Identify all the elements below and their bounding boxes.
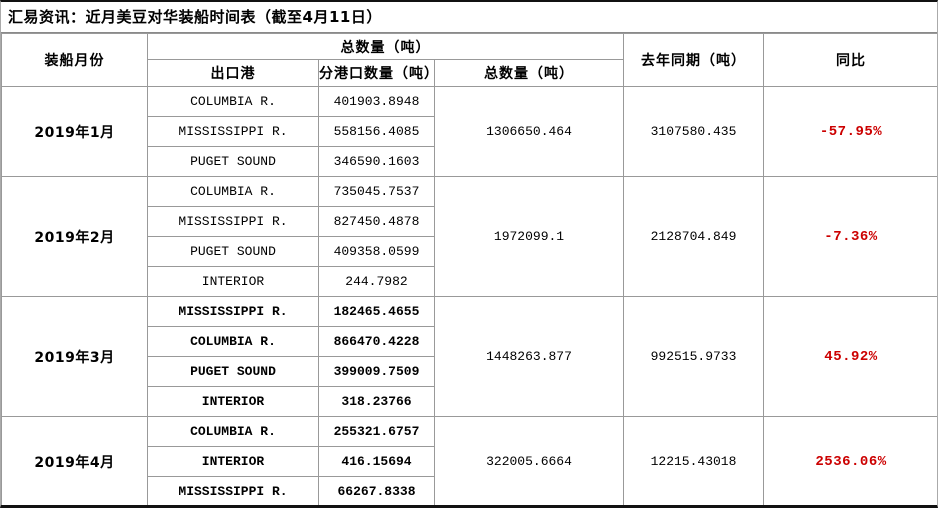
total-cell: 322005.6664	[433, 416, 625, 505]
qty-cell: 255321.6757	[318, 416, 435, 447]
header-last-year: 去年同期（吨）	[623, 33, 765, 87]
qty-cell: 401903.8948	[318, 86, 435, 117]
qty-cell: 346590.1603	[318, 146, 435, 177]
table-row: PUGET SOUND 409358.0599	[2, 236, 938, 267]
port-cell: COLUMBIA R.	[147, 176, 319, 207]
table-row: 2019年3月 MISSISSIPPI R. 182465.4655 14482…	[1, 296, 937, 417]
total-cell: 1972099.1	[433, 176, 625, 297]
port-cell: MISSISSIPPI R.	[147, 296, 319, 327]
table-row: INTERIOR 244.7982	[2, 266, 938, 297]
header-export-port: 出口港	[147, 59, 319, 87]
qty-cell: 399009.7509	[318, 356, 435, 387]
shipment-table: 装船月份 总数量（吨） 去年同期（吨） 同比 出口港 分港口数量（吨） 总数量（…	[1, 33, 938, 505]
month-cell: 2019年4月	[1, 416, 148, 505]
header-ship-month: 装船月份	[1, 33, 148, 87]
port-cell: COLUMBIA R.	[147, 326, 319, 357]
table-row: INTERIOR 318.23766	[2, 386, 938, 417]
table-row: COLUMBIA R. 866470.4228	[2, 326, 938, 357]
month-cell: 2019年2月	[1, 176, 148, 297]
table-row: PUGET SOUND 399009.7509	[2, 356, 938, 387]
port-cell: MISSISSIPPI R.	[147, 206, 319, 237]
qty-cell: 66267.8338	[318, 476, 435, 505]
table-row: 2019年1月 COLUMBIA R. 401903.8948 1306650.…	[1, 86, 937, 177]
port-cell: MISSISSIPPI R.	[147, 116, 319, 147]
header-total-group: 总数量（吨）	[146, 33, 625, 60]
header-total-qty: 总数量（吨）	[433, 59, 625, 87]
last-year-cell: 992515.9733	[623, 296, 765, 417]
table-row: 2019年4月 COLUMBIA R. 255321.6757 322005.6…	[1, 416, 937, 505]
table-row: 2019年2月 COLUMBIA R. 735045.7537 1972099.…	[1, 176, 937, 297]
port-cell: PUGET SOUND	[147, 236, 319, 267]
port-cell: COLUMBIA R.	[147, 86, 319, 117]
last-year-cell: 12215.43018	[623, 416, 765, 505]
port-cell: INTERIOR	[147, 386, 319, 417]
qty-cell: 558156.4085	[318, 116, 435, 147]
qty-cell: 416.15694	[318, 446, 435, 477]
header-yoy: 同比	[763, 33, 937, 87]
table-row: MISSISSIPPI R. 66267.8338	[2, 476, 938, 505]
port-cell: INTERIOR	[147, 446, 319, 477]
qty-cell: 182465.4655	[318, 296, 435, 327]
qty-cell: 409358.0599	[318, 236, 435, 267]
qty-cell: 244.7982	[318, 266, 435, 297]
table-row: PUGET SOUND 346590.1603	[2, 146, 938, 177]
port-cell: PUGET SOUND	[147, 146, 319, 177]
port-cell: INTERIOR	[147, 266, 319, 297]
qty-cell: 866470.4228	[318, 326, 435, 357]
yoy-cell: -57.95%	[763, 86, 937, 177]
table-row: MISSISSIPPI R. 558156.4085	[2, 116, 938, 147]
month-cell: 2019年1月	[1, 86, 148, 177]
table-row: INTERIOR 416.15694	[2, 446, 938, 477]
qty-cell: 318.23766	[318, 386, 435, 417]
yoy-cell: -7.36%	[763, 176, 937, 297]
qty-cell: 827450.4878	[318, 206, 435, 237]
total-cell: 1306650.464	[433, 86, 625, 177]
month-cell: 2019年3月	[1, 296, 148, 417]
yoy-cell: 45.92%	[763, 296, 937, 417]
yoy-cell: 2536.06%	[763, 416, 937, 505]
table-row: MISSISSIPPI R. 827450.4878	[2, 206, 938, 237]
port-cell: MISSISSIPPI R.	[147, 476, 319, 505]
last-year-cell: 2128704.849	[623, 176, 765, 297]
last-year-cell: 3107580.435	[623, 86, 765, 177]
total-cell: 1448263.877	[433, 296, 625, 417]
header-port-qty: 分港口数量（吨）	[318, 59, 435, 87]
qty-cell: 735045.7537	[318, 176, 435, 207]
page-title: 汇易资讯：近月美豆对华装船时间表（截至4月11日）	[1, 2, 937, 33]
port-cell: PUGET SOUND	[147, 356, 319, 387]
port-cell: COLUMBIA R.	[147, 416, 319, 447]
